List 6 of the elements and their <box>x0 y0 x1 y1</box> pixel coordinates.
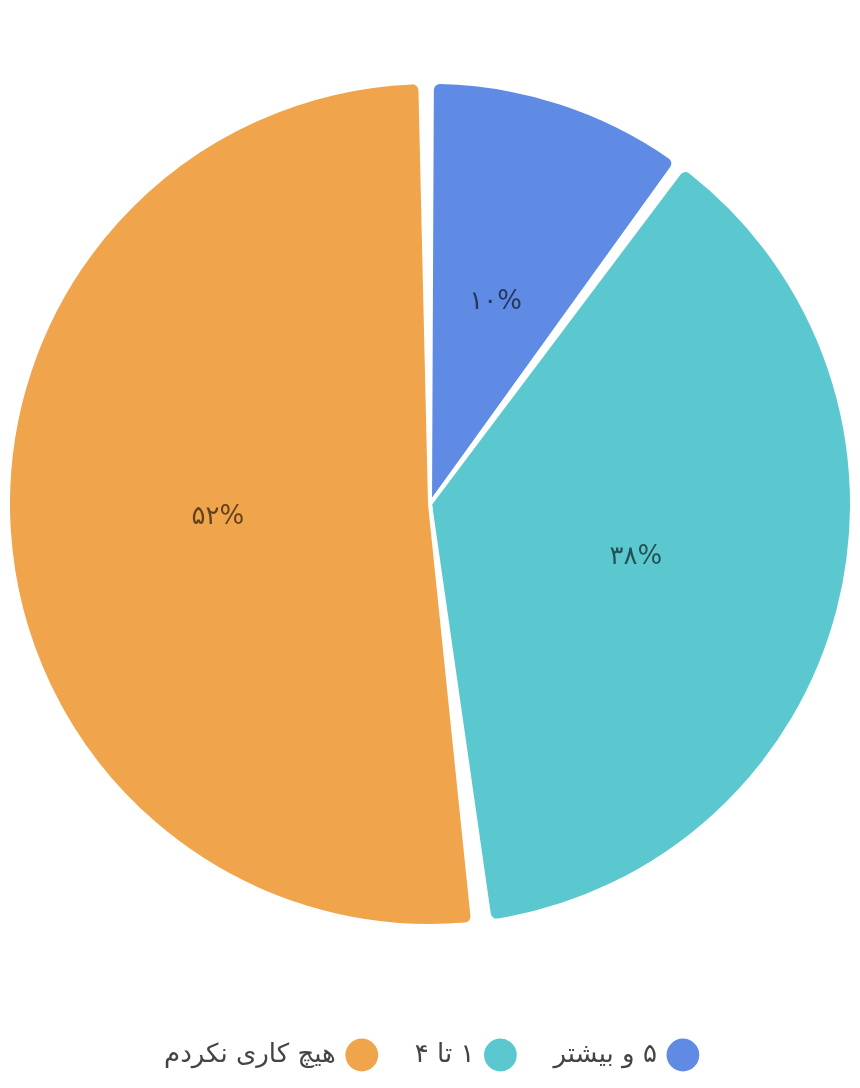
legend-label: هیچ کاری نکردم <box>164 1037 336 1069</box>
legend-label: ۱ تا ۴ <box>414 1037 475 1068</box>
data-label: ۵۲% <box>191 500 245 531</box>
legend-label: ۵ و بیشتر <box>551 1037 657 1069</box>
data-label: ۱۰% <box>469 284 522 315</box>
data-label: ۳۸% <box>609 539 663 570</box>
